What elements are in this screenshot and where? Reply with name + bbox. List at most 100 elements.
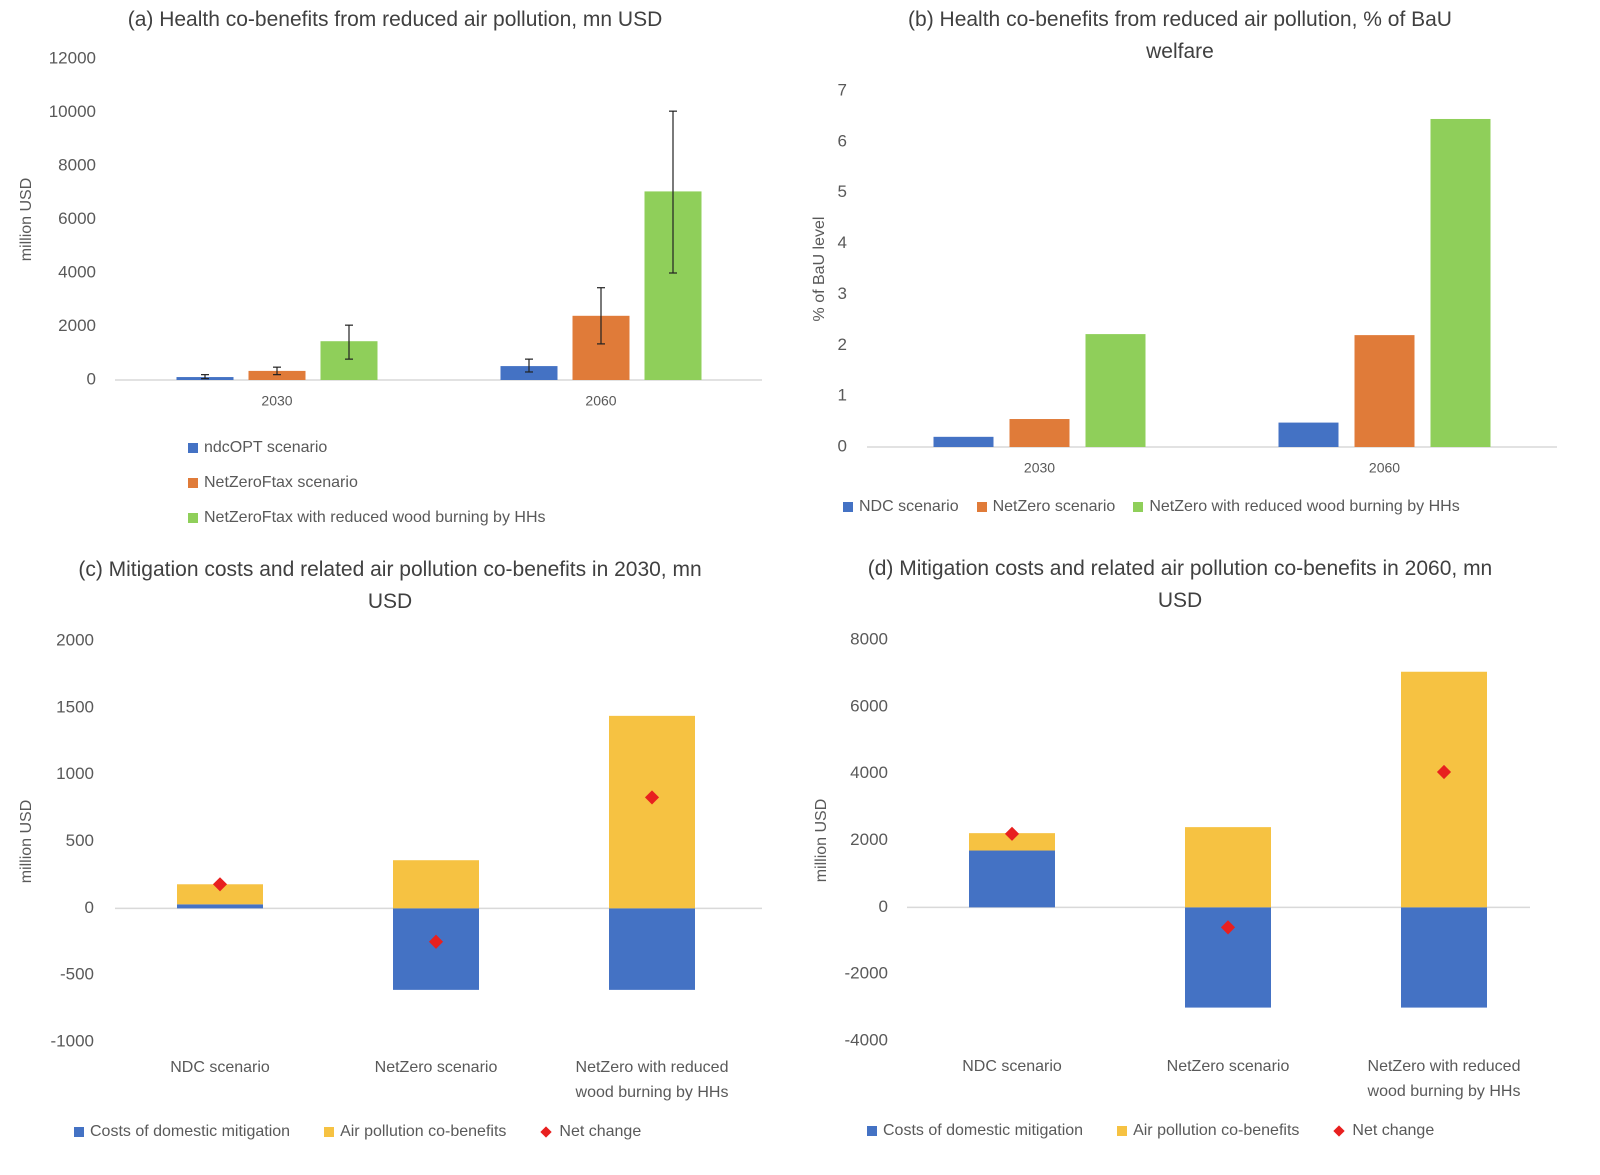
chart-title-d: (d) Mitigation costs and related air pol… (867, 557, 1493, 612)
chart-panel-c: (c) Mitigation costs and related air pol… (0, 550, 790, 1170)
y-tick-label: 6000 (58, 209, 96, 228)
legend-b: NDC scenario NetZero scenario NetZero wi… (843, 498, 1460, 516)
bar (1401, 671, 1487, 908)
bar (609, 715, 695, 909)
y-tick-label: 8000 (850, 629, 888, 648)
y-tick-label: 1500 (56, 697, 94, 716)
legend-label: NetZero with reduced wood burning by HHs (1149, 498, 1460, 515)
x-category-label: 2060 (585, 393, 616, 409)
bar (1430, 118, 1491, 447)
x-category-label: NDC scenario (962, 1058, 1062, 1075)
bar (177, 904, 263, 909)
bar (1085, 334, 1146, 447)
x-category-label: wood burning by HHs (575, 1084, 729, 1101)
legend-swatch-blue (843, 502, 853, 512)
legend-swatch-yellow (324, 1127, 335, 1137)
bar (248, 370, 306, 380)
chart-svg-c: -1000 -500 0 500 1000 1500 2000 million USD NDC … (18, 630, 762, 1101)
y-axis-label: % of BaU level (811, 217, 828, 322)
y-tick-label: -2000 (845, 964, 888, 983)
legend-swatch-yellow (1117, 1126, 1128, 1136)
legend-swatch-blue (867, 1126, 877, 1136)
x-category-label: wood burning by HHs (1367, 1083, 1521, 1100)
y-tick-label: 2000 (58, 316, 96, 335)
legend-swatch-blue (74, 1127, 84, 1137)
y-tick-label: -500 (60, 965, 94, 984)
legend-label: Costs of domestic mitigation (883, 1122, 1084, 1139)
chart-panel-b: (b) Health co-benefits from reduced air … (795, 0, 1575, 545)
y-tick-label: 1000 (56, 764, 94, 783)
y-tick-label: 4 (838, 233, 847, 252)
legend-item-netzeroftax-wood: NetZeroFtax with reduced wood burning by… (188, 500, 546, 535)
y-tick-label: -4000 (845, 1030, 888, 1049)
y-tick-label: 5 (838, 182, 847, 201)
y-axis-label: million USD (18, 800, 35, 884)
bar (393, 908, 479, 990)
y-tick-label: 2000 (56, 630, 94, 649)
chart-svg-d: -4000 -2000 0 2000 4000 6000 8000 million USD ND… (813, 629, 1530, 1100)
legend-label: NDC scenario (859, 498, 959, 515)
y-tick-label: 8000 (58, 155, 96, 174)
legend-label: NetZeroFtax with reduced wood burning by… (204, 508, 546, 526)
y-tick-label: 6000 (850, 696, 888, 715)
net-change-marker (1436, 764, 1452, 780)
legend-item-net-change: Net change (1333, 1122, 1434, 1140)
y-tick-label: 10000 (49, 102, 96, 121)
y-tick-label: 2000 (850, 830, 888, 849)
bar (969, 833, 1055, 851)
x-category-label: 2030 (1024, 460, 1055, 476)
legend-item-costs: Costs of domestic mitigation (867, 1122, 1083, 1140)
bar (500, 366, 558, 380)
chart-panel-a: (a) Health co-benefits from reduced air … (0, 0, 790, 545)
y-tick-label: 0 (85, 898, 94, 917)
x-category-label: NetZero scenario (1167, 1058, 1290, 1075)
y-tick-label: 500 (66, 831, 94, 850)
bar (177, 884, 263, 905)
y-tick-label: -1000 (51, 1031, 94, 1050)
legend-swatch-green (188, 512, 198, 523)
net-change-marker (1004, 826, 1020, 841)
legend-label: NetZeroFtax scenario (204, 473, 358, 491)
legend-d: Costs of domestic mitigation Air polluti… (867, 1122, 1434, 1140)
legend-diamond-icon (1333, 1125, 1346, 1137)
legend-swatch-orange (188, 477, 198, 488)
legend-swatch-orange (976, 502, 987, 512)
legend-item-cobenefits: Air pollution co-benefits (324, 1123, 506, 1141)
y-tick-label: 6 (838, 131, 847, 150)
chart-svg-b: 0 1 2 3 4 5 6 7 % of BaU level 2030 2060 (811, 80, 1557, 476)
legend-label: Costs of domestic mitigation (90, 1123, 291, 1140)
y-tick-label: 2 (838, 335, 847, 354)
y-tick-label: 4000 (58, 262, 96, 281)
legend-diamond-icon (540, 1126, 553, 1138)
x-category-label: NetZero with reduced (1368, 1058, 1521, 1075)
legend-label: Net change (1352, 1122, 1435, 1139)
y-tick-label: 0 (838, 436, 847, 455)
legend-item-netzeroftax: NetZeroFtax scenario (188, 465, 546, 500)
net-change-marker (644, 790, 660, 805)
chart-title-c: (c) Mitigation costs and related air pol… (78, 558, 702, 613)
bar (969, 850, 1055, 908)
legend-swatch-blue (188, 442, 198, 453)
bar (1185, 827, 1271, 908)
y-axis-label: million USD (18, 178, 35, 262)
chart-title-b: (b) Health co-benefits from reduced air … (908, 8, 1452, 63)
legend-swatch-green (1133, 502, 1144, 512)
x-category-label: 2030 (261, 393, 292, 409)
legend-a: ndcOPT scenario NetZeroFtax scenario Net… (188, 430, 546, 535)
legend-item-netzero: NetZero scenario (976, 498, 1115, 516)
net-change-marker (428, 934, 444, 949)
y-tick-label: 12000 (49, 48, 96, 67)
legend-item-ndcopt: ndcOPT scenario (188, 430, 546, 465)
bar (1009, 419, 1070, 447)
bar (1278, 422, 1339, 447)
y-tick-label: 3 (838, 284, 847, 303)
net-change-marker (1220, 920, 1236, 935)
legend-item-ndc: NDC scenario (843, 498, 959, 516)
bar (1401, 907, 1487, 1008)
x-category-label: NetZero scenario (375, 1059, 498, 1076)
y-tick-label: 0 (879, 897, 888, 916)
legend-item-cobenefits: Air pollution co-benefits (1117, 1122, 1299, 1140)
x-category-label: NetZero with reduced (576, 1059, 729, 1076)
legend-item-netzero-wood: NetZero with reduced wood burning by HHs (1133, 498, 1460, 516)
